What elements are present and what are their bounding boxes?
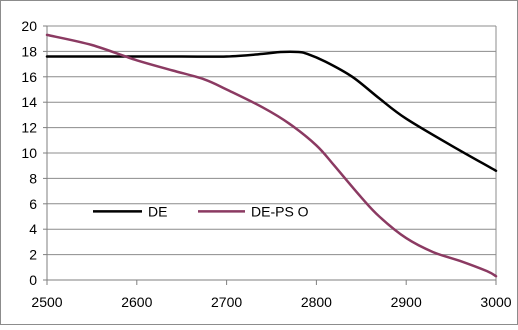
series-line-de <box>45 50 498 173</box>
y-tick-label: 10 <box>21 145 37 161</box>
x-tick-label: 2900 <box>391 294 422 310</box>
y-tick-label: 18 <box>21 43 37 59</box>
y-tick-label: 14 <box>21 94 37 110</box>
series-line-de-ps-o <box>45 33 498 278</box>
legend-label-de: DE <box>148 203 167 219</box>
x-tick-label: 2800 <box>301 294 332 310</box>
x-tick-label: 3000 <box>480 294 511 310</box>
x-tick-label: 2500 <box>31 294 62 310</box>
legend-label-de-ps-o: DE-PS O <box>251 203 309 219</box>
y-tick-label: 16 <box>21 69 37 85</box>
y-tick-label: 8 <box>29 170 37 186</box>
y-tick-label: 2 <box>29 247 37 263</box>
y-tick-label: 4 <box>29 221 37 237</box>
y-tick-label: 0 <box>29 272 37 288</box>
y-tick-label: 12 <box>21 120 37 136</box>
x-tick-label: 2700 <box>211 294 242 310</box>
y-tick-label: 6 <box>29 196 37 212</box>
x-tick-label: 2600 <box>121 294 152 310</box>
y-tick-label: 20 <box>21 18 37 34</box>
